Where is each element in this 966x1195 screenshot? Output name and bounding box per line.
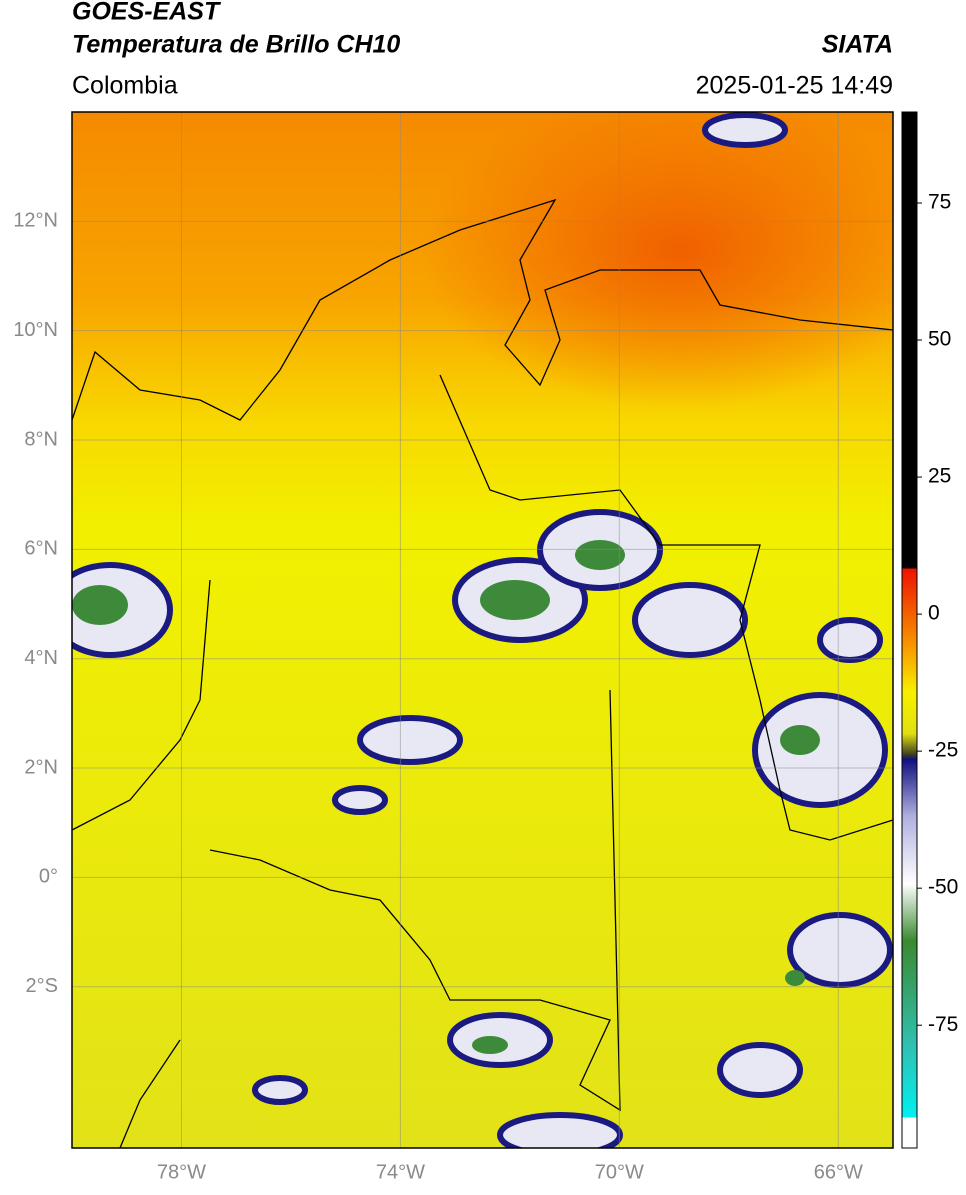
- title-line2: Temperatura de Brillo CH10: [72, 31, 400, 59]
- colorbar-tick-label: -25: [928, 739, 958, 762]
- lat-label: 2°N: [24, 756, 58, 778]
- lon-label: 70°W: [595, 1161, 644, 1183]
- lat-label: 6°N: [24, 538, 58, 560]
- source: SIATA: [822, 31, 893, 59]
- lat-label: 12°N: [13, 210, 58, 232]
- region: Colombia: [72, 72, 178, 100]
- colorbar-tick-label: 0: [928, 602, 940, 625]
- colorbar-tick-label: 25: [928, 465, 951, 488]
- lat-label: 8°N: [24, 428, 58, 450]
- lat-label: 0°: [39, 866, 58, 888]
- map-frame: [71, 111, 894, 1149]
- colorbar-tick-label: 75: [928, 191, 951, 214]
- lat-label: 2°S: [26, 975, 58, 997]
- lon-label: 78°W: [157, 1161, 206, 1183]
- colorbar: [901, 111, 918, 1149]
- lat-label: 10°N: [13, 319, 58, 341]
- lon-label: 66°W: [814, 1161, 863, 1183]
- lat-label: 4°N: [24, 647, 58, 669]
- colorbar-tick-label: -75: [928, 1013, 958, 1036]
- map-image: [72, 112, 893, 1148]
- timestamp: 2025-01-25 14:49: [696, 72, 893, 100]
- colorbar-tick-label: 50: [928, 328, 951, 351]
- colorbar-tick-label: -50: [928, 876, 958, 899]
- lon-label: 74°W: [376, 1161, 425, 1183]
- title-line1: GOES-EAST: [72, 0, 222, 26]
- graticule: [72, 112, 893, 1148]
